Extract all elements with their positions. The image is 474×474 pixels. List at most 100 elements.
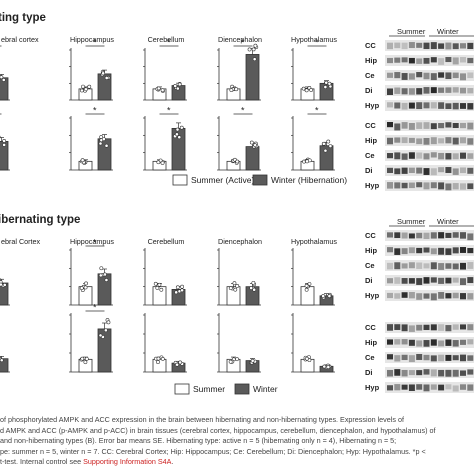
blot-band xyxy=(467,42,474,50)
significance-star: * xyxy=(93,238,97,248)
blot-band xyxy=(408,247,415,254)
blot-band xyxy=(387,88,393,95)
section-heading: ting type xyxy=(0,12,46,24)
supporting-info-link[interactable]: Supporting Information S4A xyxy=(83,457,172,466)
blot-band xyxy=(423,42,430,50)
blot-band xyxy=(467,339,474,345)
data-point xyxy=(153,281,158,286)
data-point xyxy=(81,84,85,89)
legend-label: Summer (Active) xyxy=(191,175,254,185)
blot-band xyxy=(430,102,437,109)
region-title: Hippocampus xyxy=(70,35,114,44)
blot-band xyxy=(387,292,393,299)
blot-band xyxy=(445,57,452,63)
data-point xyxy=(160,161,165,165)
blot-band xyxy=(387,385,393,391)
bar-panel-row: * xyxy=(0,303,335,373)
blot-band xyxy=(445,263,452,269)
blot-band xyxy=(438,247,445,255)
blot-band xyxy=(430,73,437,81)
data-point xyxy=(321,141,326,146)
blot-band xyxy=(394,248,401,255)
blot-header-summer: Summer xyxy=(397,217,426,226)
caption-line: and non-hibernating types (B). Error bar… xyxy=(0,436,397,445)
data-point xyxy=(0,356,2,361)
blot-band xyxy=(438,384,445,391)
data-point xyxy=(249,140,254,145)
blot-band xyxy=(460,137,466,144)
blot-row-label: Ce xyxy=(365,353,375,362)
blot-band xyxy=(460,43,466,49)
blot-row-label: CC xyxy=(365,121,376,130)
blot-band xyxy=(387,102,393,108)
blot-band xyxy=(430,168,437,176)
blot-band xyxy=(467,384,474,391)
blot-band xyxy=(387,182,393,189)
blot-group: Summer Winter CC Hip Ce Di Hyp xyxy=(365,217,474,301)
blot-band xyxy=(445,325,452,332)
data-point xyxy=(251,47,256,52)
blot-band xyxy=(430,293,437,301)
blot-band xyxy=(423,277,430,284)
blot-band xyxy=(430,248,437,255)
blot-band xyxy=(452,57,459,65)
data-point xyxy=(156,86,161,91)
blot-band xyxy=(467,153,474,159)
blot-band xyxy=(387,247,393,253)
region-title: Hippocampus xyxy=(70,237,114,246)
blot-band xyxy=(394,137,401,143)
blot-band xyxy=(460,87,466,94)
data-point xyxy=(253,143,258,148)
data-point xyxy=(0,278,1,282)
blot-band xyxy=(430,87,437,94)
caption-text: . xyxy=(171,457,174,466)
blot-band xyxy=(394,72,401,79)
data-point xyxy=(234,87,239,92)
blot-band xyxy=(387,262,393,270)
blot-band xyxy=(423,340,430,347)
blot-band xyxy=(401,278,408,284)
data-point xyxy=(0,75,4,80)
blot-band xyxy=(401,292,408,298)
data-point xyxy=(98,273,103,278)
blot-band xyxy=(460,57,466,63)
blot-band xyxy=(423,354,430,361)
significance-star: * xyxy=(93,303,97,313)
blot-band xyxy=(438,123,445,129)
blot-band xyxy=(416,72,423,78)
blot-band xyxy=(408,370,415,376)
blot-band xyxy=(423,87,430,94)
blot-band xyxy=(387,72,393,78)
blot-band xyxy=(438,324,445,331)
blot-band xyxy=(423,57,430,64)
blot-row-label: CC xyxy=(365,231,376,240)
region-title: Hypothalamus xyxy=(291,237,337,246)
data-point xyxy=(235,357,239,362)
data-point xyxy=(175,127,180,132)
blot-band xyxy=(460,103,466,109)
blot-band xyxy=(452,247,459,254)
blot-band xyxy=(445,167,452,173)
blot-band xyxy=(438,72,445,78)
blot-band xyxy=(467,88,474,94)
legend-swatch-winter xyxy=(252,174,268,186)
blot-band xyxy=(460,262,466,270)
blot-band xyxy=(460,278,466,286)
data-point xyxy=(160,88,165,93)
blot-band xyxy=(445,369,452,377)
significance-star: * xyxy=(93,106,97,116)
blot-band xyxy=(394,152,401,160)
blot-band xyxy=(416,247,423,254)
blot-band xyxy=(467,277,474,284)
blot-band xyxy=(408,42,415,49)
data-point xyxy=(321,294,326,298)
blot-band xyxy=(438,182,445,190)
blot-row-label: Di xyxy=(365,86,373,95)
data-point xyxy=(180,284,184,289)
blot-band xyxy=(408,73,415,80)
bar xyxy=(97,273,112,306)
blot-band xyxy=(401,232,408,239)
blot-row-label: Hip xyxy=(365,246,378,255)
data-point xyxy=(1,78,6,82)
